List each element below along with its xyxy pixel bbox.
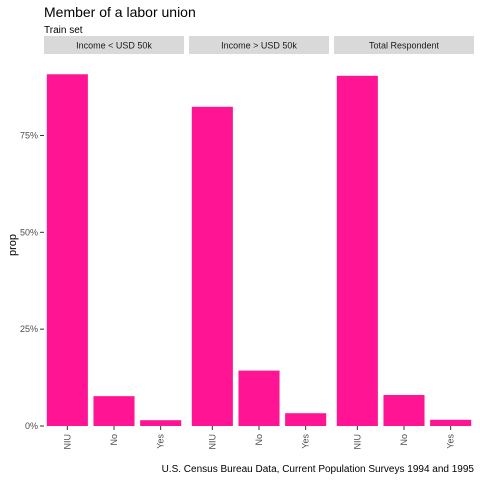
y-tick-label: 0% [25, 421, 38, 431]
y-axis: 0% 25% 50% 75% [20, 130, 44, 431]
bar-no [238, 370, 280, 426]
facet-panel: Total Respondent NIU No Yes [334, 36, 474, 450]
bar-niu [336, 75, 378, 427]
x-tick-label: Yes [301, 434, 311, 449]
x-tick-label: NIU [352, 434, 362, 450]
facet-strip-label: Income < USD 50k [76, 41, 152, 51]
x-tick-label: Yes [446, 434, 456, 449]
facet-panel: Income > USD 50k NIU No Yes [189, 36, 329, 450]
y-tick-label: 25% [20, 324, 38, 334]
chart-caption: U.S. Census Bureau Data, Current Populat… [162, 464, 475, 475]
facet-strip [189, 36, 329, 54]
bar-no [93, 396, 135, 426]
facet-strip-label: Income > USD 50k [221, 41, 297, 51]
y-tick-label: 75% [20, 130, 38, 140]
facet-strip-label: Total Respondent [369, 41, 440, 51]
x-tick-label: NIU [62, 434, 72, 450]
facet-panel: Income < USD 50k NIU No Yes [44, 36, 184, 450]
x-tick-label: No [109, 434, 119, 446]
facet-strip [334, 36, 474, 54]
x-tick-label: No [254, 434, 264, 446]
x-tick-label: NIU [207, 434, 217, 450]
bar-niu [191, 106, 233, 427]
chart-title: Member of a labor union [44, 4, 196, 20]
bar-no [383, 395, 425, 426]
y-tick-label: 50% [20, 227, 38, 237]
x-tick-label: Yes [156, 434, 166, 449]
bar-yes [430, 419, 472, 426]
y-axis-title: prop [7, 234, 19, 256]
facet-strip [44, 36, 184, 54]
bar-yes [140, 420, 182, 426]
chart-subtitle: Train set [44, 25, 83, 36]
bar-yes [285, 413, 327, 426]
x-tick-label: No [399, 434, 409, 446]
bar-niu [46, 74, 88, 426]
